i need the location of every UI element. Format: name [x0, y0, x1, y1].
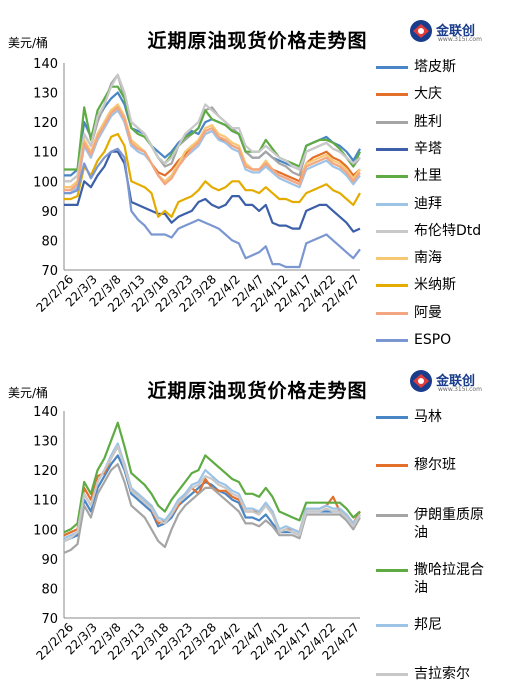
- legend-item: 穆尔班: [376, 456, 496, 474]
- y-tick-label: 140: [33, 405, 58, 420]
- y-tick-label: 100: [33, 175, 58, 190]
- legend-label: 伊朗重质原油: [414, 507, 484, 541]
- legend-swatch: [376, 569, 408, 572]
- legend-label: 穆尔班: [414, 457, 456, 473]
- series-line-4: [64, 85, 362, 171]
- legend-swatch: [376, 175, 408, 179]
- chart-1-title: 近期原油现货价格走势图: [147, 30, 368, 52]
- series-line-8: [64, 132, 361, 218]
- legend-item: 塔皮斯: [376, 58, 511, 76]
- legend-swatch: [376, 284, 408, 288]
- series-line-9: [64, 106, 361, 192]
- series-line-5: [63, 445, 361, 543]
- chart-1-logo: 金联创 www.315i.com: [408, 18, 498, 48]
- legend-item: 米纳斯: [376, 276, 511, 294]
- y-tick-label: 80: [41, 582, 58, 597]
- legend-item: 阿曼: [376, 304, 511, 322]
- logo-sub: www.315i.com: [438, 386, 482, 393]
- legend-swatch: [376, 624, 408, 627]
- chart-1-ylabel: 美元/桶: [8, 36, 49, 50]
- legend-label: 阿曼: [414, 304, 442, 321]
- y-tick-label: 130: [33, 87, 58, 102]
- series-line-6: [64, 73, 361, 183]
- legend-label: 邦尼: [414, 617, 442, 633]
- y-tick-label: 70: [41, 612, 58, 627]
- legend-swatch: [376, 311, 408, 315]
- legend-item: 杜里: [376, 167, 511, 185]
- y-tick-label: 120: [33, 116, 58, 131]
- chart-2-plot: 70809010011012013014022/2/2622/3/322/3/8…: [33, 405, 362, 663]
- series-line-3: [63, 421, 361, 534]
- legend-swatch: [376, 202, 408, 206]
- chart-2-logo: 金联创 www.315i.com: [408, 368, 498, 398]
- legend-label: 吉拉索尔: [414, 666, 470, 682]
- chart-1-plot: 70809010011012013014022/2/2622/3/322/3/8…: [33, 57, 362, 315]
- legend-item: 胜利: [376, 113, 511, 131]
- legend-label: 杜里: [414, 168, 442, 185]
- legend-swatch: [376, 120, 408, 124]
- legend-item: 南海: [376, 249, 511, 267]
- logo-icon: [410, 20, 432, 42]
- series-line-5: [64, 109, 361, 195]
- logo-name: 金联创: [436, 24, 476, 39]
- legend-swatch: [376, 464, 408, 467]
- legend-label: 马林: [414, 409, 442, 425]
- legend-label: 塔皮斯: [414, 59, 456, 75]
- y-tick-label: 70: [41, 264, 58, 279]
- legend-label: 辛塔: [414, 140, 442, 157]
- legend-item: 辛塔: [376, 140, 511, 158]
- legend-item: 迪拜: [376, 195, 511, 213]
- legend-swatch: [376, 93, 408, 97]
- legend-item: 马林: [376, 408, 496, 426]
- legend-item: 大庆: [376, 85, 511, 103]
- y-tick-label: 90: [41, 553, 58, 568]
- legend-swatch: [376, 229, 408, 233]
- y-tick-label: 140: [33, 57, 58, 72]
- legend-item: 伊朗重质原油: [376, 506, 496, 542]
- series-line-7: [64, 103, 361, 189]
- legend-item: 撒哈拉混合油: [376, 561, 496, 597]
- y-tick-label: 110: [33, 494, 58, 509]
- series-line-0: [63, 454, 361, 543]
- legend-swatch: [376, 416, 408, 419]
- legend-swatch: [376, 257, 408, 261]
- legend-item: ESPO: [376, 331, 511, 349]
- y-tick-label: 110: [33, 146, 58, 161]
- legend-label: 撒哈拉混合油: [414, 562, 484, 596]
- legend-swatch: [376, 514, 408, 517]
- logo-icon: [410, 370, 432, 392]
- chart-2-title: 近期原油现货价格走势图: [147, 380, 368, 402]
- y-tick-label: 80: [41, 234, 58, 249]
- y-tick-label: 90: [41, 205, 58, 220]
- legend-swatch: [376, 66, 408, 69]
- y-tick-label: 100: [33, 523, 58, 538]
- series-line-4: [63, 442, 361, 540]
- legend-label: 米纳斯: [414, 277, 456, 294]
- series-line-2: [63, 463, 361, 554]
- logo-sub: www.315i.com: [438, 36, 482, 43]
- chart-1: 近期原油现货价格走势图 美元/桶 金联创 www.315i.com 70 80 90…: [8, 18, 511, 349]
- legend-swatch: [376, 673, 408, 676]
- series-line-10: [64, 147, 361, 269]
- y-tick-label: 120: [33, 464, 58, 479]
- legend-item: 邦尼: [376, 616, 496, 634]
- legend-item: 布伦特Dtd: [376, 222, 511, 240]
- logo-name: 金联创: [436, 374, 476, 389]
- chart-2-ylabel: 美元/桶: [8, 386, 49, 400]
- chart-2: 近期原油现货价格走势图 美元/桶 金联创 www.315i.com 70 80 90…: [0, 350, 515, 698]
- legend-swatch: [376, 147, 408, 151]
- legend-label: ESPO: [414, 332, 452, 348]
- legend-swatch: [376, 339, 408, 342]
- y-tick-label: 130: [33, 435, 58, 450]
- legend-label: 大庆: [414, 86, 442, 103]
- legend-item: 吉拉索尔: [376, 665, 496, 683]
- series-line-3: [64, 150, 361, 233]
- legend-label: 南海: [414, 250, 442, 267]
- legend-label: 布伦特Dtd: [414, 222, 482, 239]
- legend-label: 迪拜: [414, 195, 442, 212]
- legend-label: 胜利: [414, 113, 442, 130]
